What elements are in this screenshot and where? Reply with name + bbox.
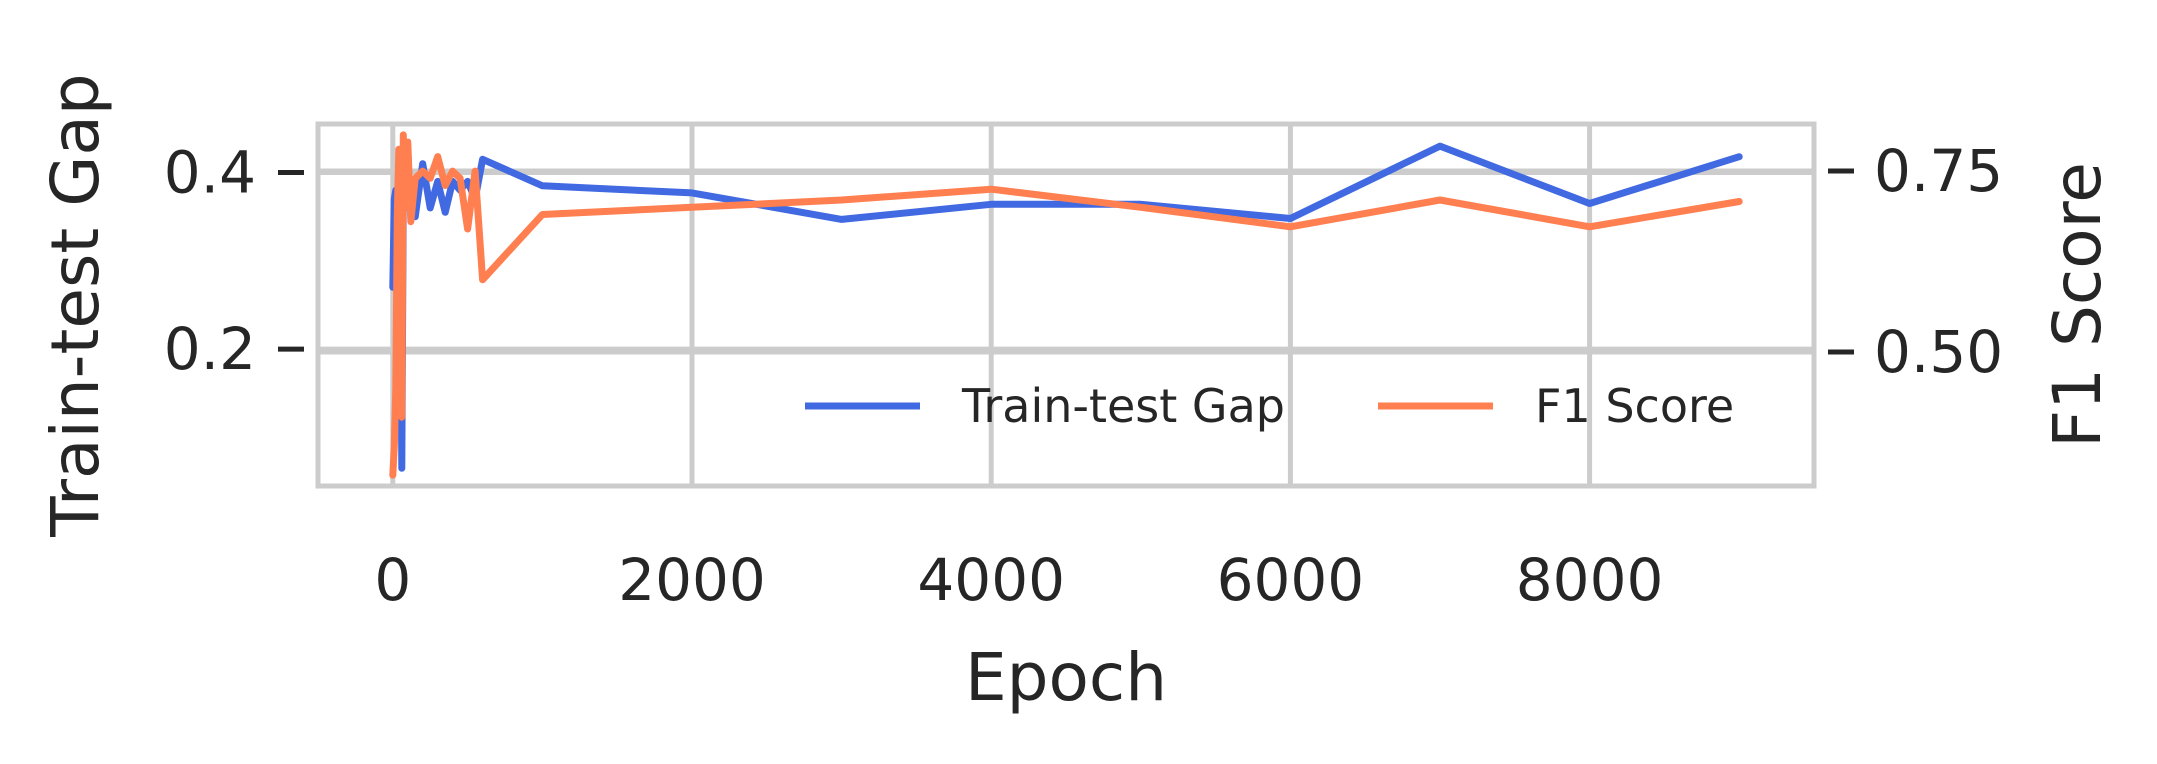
right-y-tick-label: 0.50 bbox=[1874, 318, 2003, 386]
legend: Train-test Gap F1 Score bbox=[805, 379, 1734, 433]
x-tick-label: 4000 bbox=[917, 546, 1065, 614]
x-tick-label: 0 bbox=[374, 546, 411, 614]
series-line-f1-score bbox=[389, 131, 1743, 479]
right-y-axis-label: F1 Score bbox=[2039, 162, 2116, 448]
plot-frame bbox=[315, 121, 1817, 489]
x-tick-label: 6000 bbox=[1217, 546, 1365, 614]
x-axis-label: Epoch bbox=[965, 639, 1167, 716]
left-y-axis-label: Train-test Gap bbox=[37, 73, 114, 537]
legend-label: F1 Score bbox=[1535, 379, 1734, 433]
left-y-tick-label: 0.4 bbox=[164, 139, 256, 207]
x-tick-label: 8000 bbox=[1516, 546, 1664, 614]
grid bbox=[318, 124, 1814, 486]
x-tick-label: 2000 bbox=[618, 546, 766, 614]
series bbox=[389, 131, 1743, 479]
right-y-tick-label: 0.75 bbox=[1874, 137, 2003, 205]
ticks: 0 2000 4000 6000 8000 0.2 0.4 0.50 0.75 bbox=[164, 137, 2003, 614]
legend-label: Train-test Gap bbox=[961, 379, 1285, 433]
left-y-tick-label: 0.2 bbox=[164, 315, 256, 383]
